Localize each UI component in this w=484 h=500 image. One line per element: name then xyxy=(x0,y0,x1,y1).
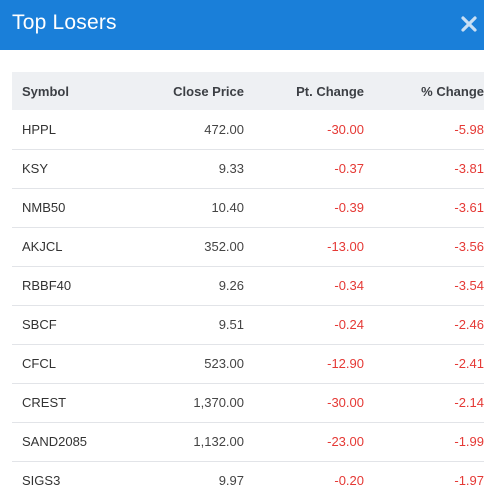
pt-change-cell: -0.20 xyxy=(334,473,364,489)
pt-change-cell: -30.00 xyxy=(327,121,364,137)
column-header-pct-change[interactable]: % Change xyxy=(421,83,484,99)
symbol-cell: SIGS3 xyxy=(22,473,61,489)
pt-change-cell: -23.00 xyxy=(327,434,364,449)
close-icon[interactable] xyxy=(460,15,478,33)
table-row[interactable]: SAND2085 1,132.00 -23.00 -1.99 xyxy=(12,422,484,461)
modal-title: Top Losers xyxy=(12,11,117,34)
symbol-cell: RBBF40 xyxy=(22,278,72,293)
column-header-pt-change[interactable]: Pt. Change xyxy=(296,83,364,99)
pct-change-cell: -2.14 xyxy=(454,395,484,410)
close-price-cell: 9.33 xyxy=(218,161,244,176)
close-price-cell: 9.51 xyxy=(218,317,244,332)
table-row[interactable]: NMB50 10.40 -0.39 -3.61 xyxy=(12,188,484,227)
column-header-symbol[interactable]: Symbol xyxy=(22,83,69,99)
pt-change-cell: -13.00 xyxy=(327,239,364,254)
pt-change-cell: -0.24 xyxy=(334,317,364,332)
close-price-cell: 9.97 xyxy=(218,473,244,489)
symbol-cell: SAND2085 xyxy=(22,434,88,449)
table-row[interactable]: KSY 9.33 -0.37 -3.81 xyxy=(12,149,484,188)
symbol-cell: CFCL xyxy=(22,356,56,371)
table-header-row: Symbol Close Price Pt. Change % Change xyxy=(12,72,484,110)
symbol-cell: AKJCL xyxy=(22,239,63,254)
close-price-cell: 523.00 xyxy=(204,356,244,371)
symbol-cell: HPPL xyxy=(22,121,56,137)
pct-change-cell: -3.61 xyxy=(454,200,484,215)
pt-change-cell: -0.34 xyxy=(334,278,364,293)
pt-change-cell: -0.39 xyxy=(334,200,364,215)
table-row[interactable]: RBBF40 9.26 -0.34 -3.54 xyxy=(12,266,484,305)
pct-change-cell: -1.97 xyxy=(454,473,484,489)
pct-change-cell: -3.81 xyxy=(454,161,484,176)
close-price-cell: 352.00 xyxy=(204,239,244,254)
pct-change-cell: -3.54 xyxy=(454,278,484,293)
pct-change-cell: -3.56 xyxy=(454,239,484,254)
close-price-cell: 472.00 xyxy=(204,121,244,137)
table-row[interactable]: HPPL 472.00 -30.00 -5.98 xyxy=(12,110,484,149)
close-price-cell: 10.40 xyxy=(211,200,244,215)
symbol-cell: KSY xyxy=(22,161,49,176)
table-row[interactable]: SIGS3 9.97 -0.20 -1.97 xyxy=(12,461,484,500)
symbol-cell: CREST xyxy=(22,395,67,410)
table-row[interactable]: CREST 1,370.00 -30.00 -2.14 xyxy=(12,383,484,422)
symbol-cell: NMB50 xyxy=(22,200,66,215)
pct-change-cell: -2.46 xyxy=(454,317,484,332)
symbol-cell: SBCF xyxy=(22,317,57,332)
modal-header: Top Losers xyxy=(0,0,484,50)
pt-change-cell: -30.00 xyxy=(327,395,364,410)
table-row[interactable]: CFCL 523.00 -12.90 -2.41 xyxy=(12,344,484,383)
pct-change-cell: -1.99 xyxy=(454,434,484,449)
column-header-close-price[interactable]: Close Price xyxy=(173,83,244,99)
close-price-cell: 1,132.00 xyxy=(193,434,244,449)
table-row[interactable]: AKJCL 352.00 -13.00 -3.56 xyxy=(12,227,484,266)
pct-change-cell: -2.41 xyxy=(454,356,484,371)
close-price-cell: 9.26 xyxy=(218,278,244,293)
close-price-cell: 1,370.00 xyxy=(193,395,244,410)
pt-change-cell: -0.37 xyxy=(334,161,364,176)
table-row[interactable]: SBCF 9.51 -0.24 -2.46 xyxy=(12,305,484,344)
pct-change-cell: -5.98 xyxy=(454,121,484,137)
pt-change-cell: -12.90 xyxy=(327,356,364,371)
top-losers-table: Symbol Close Price Pt. Change % Change H… xyxy=(12,72,484,500)
